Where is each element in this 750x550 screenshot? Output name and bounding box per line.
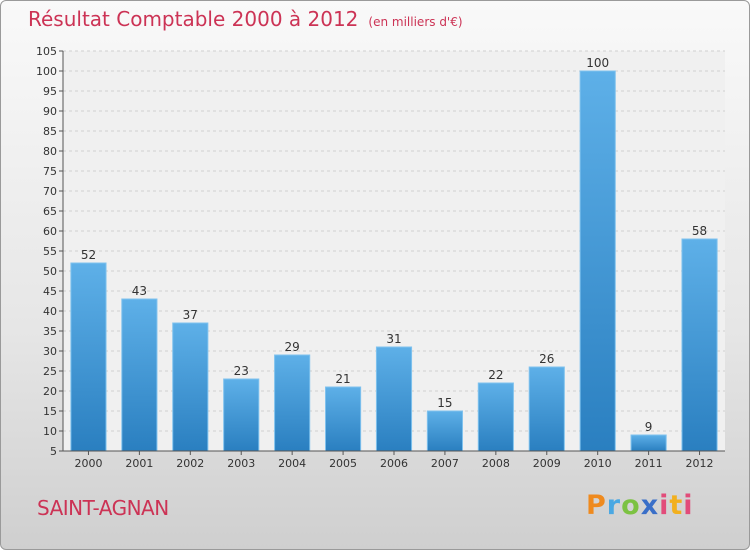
y-tick-label: 100	[36, 65, 57, 78]
bar-2010	[579, 70, 616, 452]
y-tick-label: 40	[43, 305, 57, 318]
x-tick-label: 2010	[584, 457, 612, 470]
x-tick-label: 2007	[431, 457, 459, 470]
logo-letter: r	[606, 490, 622, 521]
bar-2012	[681, 238, 718, 452]
y-tick-label: 10	[43, 425, 57, 438]
bars: 52 43 37 23 29 21 31 15 22 26 100 9 58	[70, 56, 718, 452]
y-tick-label: 5	[50, 445, 57, 458]
bar-value-label: 23	[234, 364, 249, 378]
y-tick-label: 30	[43, 345, 57, 358]
bar-2011	[630, 434, 667, 452]
y-tick-label: 60	[43, 225, 57, 238]
y-tick-label: 15	[43, 405, 57, 418]
x-tick-label: 2006	[380, 457, 408, 470]
y-tick-label: 50	[43, 265, 57, 278]
place-name: SAINT-AGNAN	[37, 496, 169, 520]
logo-letter: i	[659, 490, 670, 521]
bar-value-label: 31	[386, 332, 401, 346]
y-tick-label: 105	[36, 45, 57, 58]
y-tick-label: 65	[43, 205, 57, 218]
chart-title: Résultat Comptable 2000 à 2012 (en millie…	[28, 7, 463, 31]
logo-letter: P	[586, 490, 607, 521]
bar-2009	[528, 366, 565, 452]
y-tick-label: 25	[43, 365, 57, 378]
x-tick-label: 2008	[482, 457, 510, 470]
logo-letter: i	[683, 490, 694, 521]
bar-2004	[274, 354, 311, 452]
bar-value-label: 100	[586, 56, 609, 70]
bar-2001	[121, 298, 158, 452]
bar-value-label: 22	[488, 368, 503, 382]
bar-value-label: 21	[335, 372, 350, 386]
logo-letter: t	[669, 490, 684, 521]
bar-value-label: 43	[132, 284, 147, 298]
x-tick-label: 2004	[278, 457, 306, 470]
bar-2005	[325, 386, 362, 452]
bar-value-label: 26	[539, 352, 554, 366]
x-tick-label: 2012	[686, 457, 714, 470]
bar-value-label: 29	[285, 340, 300, 354]
bar-value-label: 58	[692, 224, 707, 238]
bar-2003	[223, 378, 260, 452]
chart-unit: (en milliers d'€)	[368, 15, 463, 29]
bar-value-label: 52	[81, 248, 96, 262]
x-tick-label: 2003	[227, 457, 255, 470]
bar-value-label: 37	[183, 308, 198, 322]
y-tick-label: 85	[43, 125, 57, 138]
bar-2002	[172, 322, 209, 452]
y-tick-label: 75	[43, 165, 57, 178]
bar-2006	[375, 346, 413, 452]
bar-2007	[426, 410, 463, 452]
bar-2000	[70, 262, 107, 452]
x-tick-label: 2002	[176, 457, 204, 470]
y-tick-label: 70	[43, 185, 57, 198]
bar-value-label: 15	[437, 396, 452, 410]
y-tick-label: 80	[43, 145, 57, 158]
chart-title-text: Résultat Comptable 2000 à 2012	[28, 7, 359, 31]
bar-2008	[477, 382, 514, 452]
y-tick-label: 90	[43, 105, 57, 118]
y-axis: 5 10 15 20 25 30 35 40 45 50 55 60 65 70 75 80 85 90 95 100…	[36, 45, 63, 458]
x-tick-label: 2009	[533, 457, 561, 470]
y-tick-label: 35	[43, 325, 57, 338]
logo-letter: x	[640, 490, 660, 521]
y-tick-label: 55	[43, 245, 57, 258]
logo-letter: o	[621, 490, 641, 521]
x-tick-label: 2000	[74, 457, 102, 470]
y-tick-label: 95	[43, 85, 57, 98]
x-tick-label: 2005	[329, 457, 357, 470]
x-tick-label: 2011	[635, 457, 663, 470]
proxiti-logo: Proxiti	[586, 490, 694, 521]
x-axis: 2000 2001 2002 2003 2004 2005 2006 2007 2008 2009…	[74, 451, 714, 470]
y-tick-label: 45	[43, 285, 57, 298]
x-tick-label: 2001	[125, 457, 153, 470]
bar-value-label: 9	[645, 420, 653, 434]
y-tick-label: 20	[43, 385, 57, 398]
